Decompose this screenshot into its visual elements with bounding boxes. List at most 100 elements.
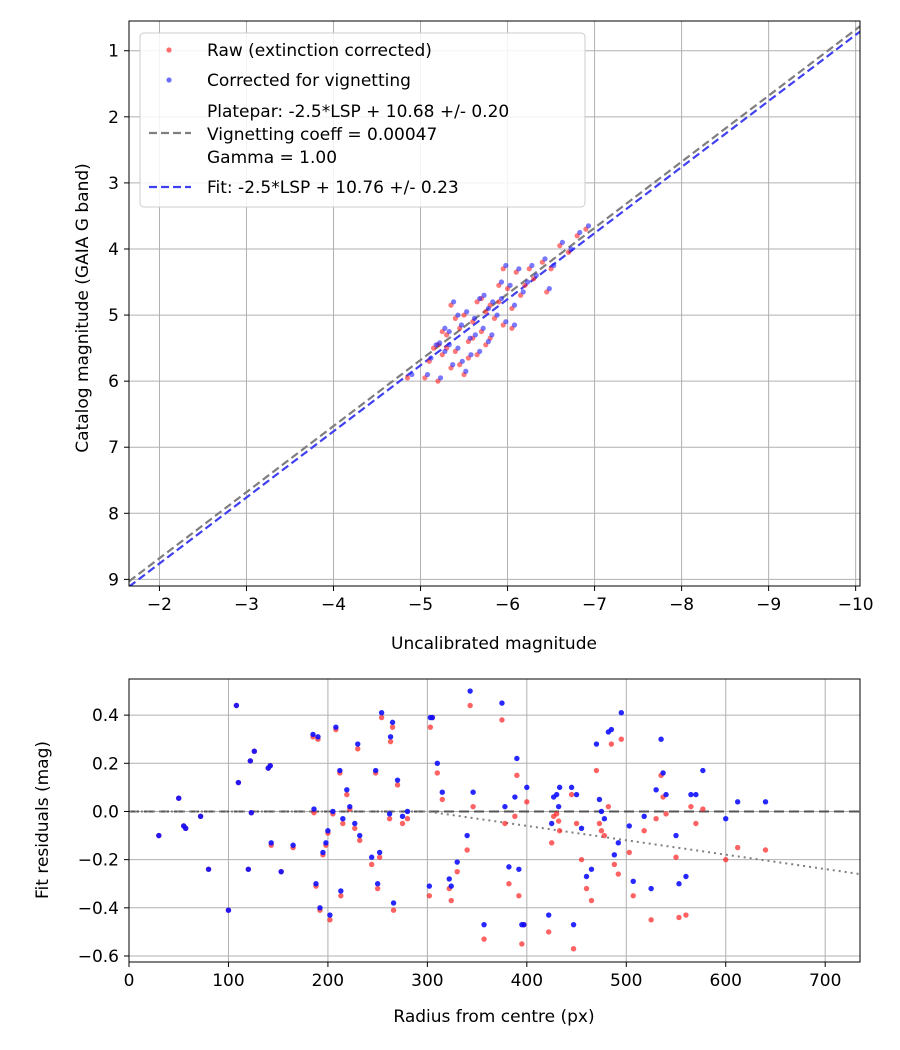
corrected-residual-point — [426, 883, 433, 889]
top-x-tick-label: −2 — [147, 595, 172, 615]
corrected-residual-point — [502, 803, 508, 810]
data-points — [156, 688, 769, 952]
legend-corrected-marker — [166, 77, 172, 83]
raw-residual-point — [327, 917, 333, 923]
corrected-residual-point — [372, 767, 379, 774]
residuals-chart: 0 100 200 300 400 500 600 700 −0.6 −0.4 −0.2 0.0 0.… — [33, 678, 861, 1027]
bottom-x-tick-label: 100 — [212, 971, 244, 991]
bottom-y-tick-label: 0.0 — [92, 802, 119, 822]
corrected-residual-point — [352, 820, 358, 827]
corrected-point — [424, 371, 431, 378]
top-y-tick-label: 6 — [108, 372, 119, 392]
bottom-y-tick-label: 0.4 — [92, 706, 119, 726]
fit-lines — [129, 25, 860, 586]
corrected-residual-point — [626, 823, 632, 829]
raw-residual-point — [556, 828, 563, 834]
corrected-residual-point — [598, 808, 605, 815]
x-axis-label: Radius from centre (px) — [393, 1007, 594, 1027]
corrected-residual-point — [182, 825, 189, 832]
legend-fit-label: Fit: -2.5*LSP + 10.76 +/- 0.23 — [207, 178, 459, 198]
corrected-residual-point — [723, 815, 729, 822]
top-x-tick-label: −5 — [408, 595, 433, 615]
corrected-residual-point — [320, 849, 326, 856]
corrected-point — [568, 246, 574, 252]
corrected-residual-point — [673, 832, 679, 839]
raw-residual-point — [470, 803, 476, 810]
raw-residual-point — [648, 917, 654, 923]
corrected-residual-point — [156, 832, 162, 839]
corrected-point — [503, 262, 509, 269]
raw-residual-point — [598, 828, 605, 834]
raw-residual-point — [439, 796, 445, 803]
corrected-residual-point — [325, 828, 331, 834]
vignetting-line — [129, 810, 861, 876]
corrected-residual-point — [653, 787, 659, 793]
corrected-point — [472, 332, 478, 338]
top-y-tick-label: 9 — [108, 570, 119, 590]
raw-residual-point — [626, 849, 632, 856]
legend-raw-marker — [166, 47, 172, 53]
corrected-point — [481, 292, 487, 298]
corrected-residual-point — [570, 921, 577, 928]
platepar-line — [129, 25, 860, 583]
corrected-residual-point — [615, 840, 622, 846]
corrected-residual-point — [630, 878, 636, 885]
raw-residual-point — [578, 856, 585, 863]
raw-residual-point — [700, 806, 706, 812]
corrected-point — [546, 286, 552, 292]
raw-residual-point — [611, 861, 618, 868]
corrected-residual-point — [429, 714, 436, 721]
corrected-residual-point — [700, 767, 706, 774]
bottom-x-tick-label: 200 — [312, 971, 344, 991]
corrected-residual-point — [470, 789, 476, 795]
raw-residual-point — [673, 854, 679, 860]
raw-residual-point — [394, 782, 401, 788]
corrected-residual-point — [355, 741, 361, 747]
corrected-residual-point — [376, 849, 383, 856]
corrected-point — [533, 272, 539, 279]
corrected-point — [480, 325, 486, 331]
corrected-residual-point — [330, 808, 336, 815]
corrected-residual-point — [347, 803, 353, 810]
corrected-point — [446, 328, 452, 335]
corrected-residual-point — [311, 806, 317, 812]
raw-residual-point — [601, 832, 608, 839]
corrected-residual-point — [247, 758, 254, 764]
raw-residual-point — [352, 825, 358, 832]
corrected-residual-point — [553, 791, 560, 798]
corrected-residual-point — [176, 795, 182, 801]
top-y-tick-label: 7 — [108, 438, 119, 458]
corrected-residual-point — [524, 784, 530, 791]
raw-residual-point — [653, 815, 659, 822]
corrected-residual-point — [611, 852, 618, 858]
corrected-residual-point — [762, 799, 769, 805]
corrected-residual-point — [578, 825, 585, 832]
corrected-residual-point — [583, 873, 590, 880]
legend-raw-label: Raw (extinction corrected) — [207, 41, 432, 61]
corrected-residual-point — [394, 777, 401, 783]
corrected-point — [467, 335, 473, 341]
corrected-residual-point — [233, 702, 240, 709]
raw-residual-point — [596, 820, 603, 827]
raw-point — [404, 375, 411, 381]
raw-residual-point — [506, 881, 512, 887]
corrected-point — [577, 229, 583, 236]
corrected-point — [450, 299, 457, 305]
corrected-point — [503, 319, 509, 325]
corrected-residual-point — [588, 866, 595, 872]
corrected-residual-point — [512, 794, 518, 800]
top-y-tick-label: 5 — [108, 306, 119, 326]
raw-residual-point — [630, 893, 636, 899]
legend: Raw (extinction corrected) Corrected for… — [139, 32, 586, 208]
corrected-residual-point — [521, 921, 527, 928]
corrected-point — [459, 358, 465, 364]
raw-residual-point — [734, 844, 741, 851]
bottom-y-tick-label: 0.2 — [92, 754, 119, 774]
raw-residual-point — [454, 868, 460, 875]
raw-residual-point — [608, 741, 615, 747]
corrected-point — [437, 340, 443, 346]
raw-residual-point — [448, 897, 454, 904]
corrected-residual-point — [514, 755, 520, 762]
corrected-point — [520, 289, 526, 295]
raw-residual-point — [387, 738, 394, 745]
